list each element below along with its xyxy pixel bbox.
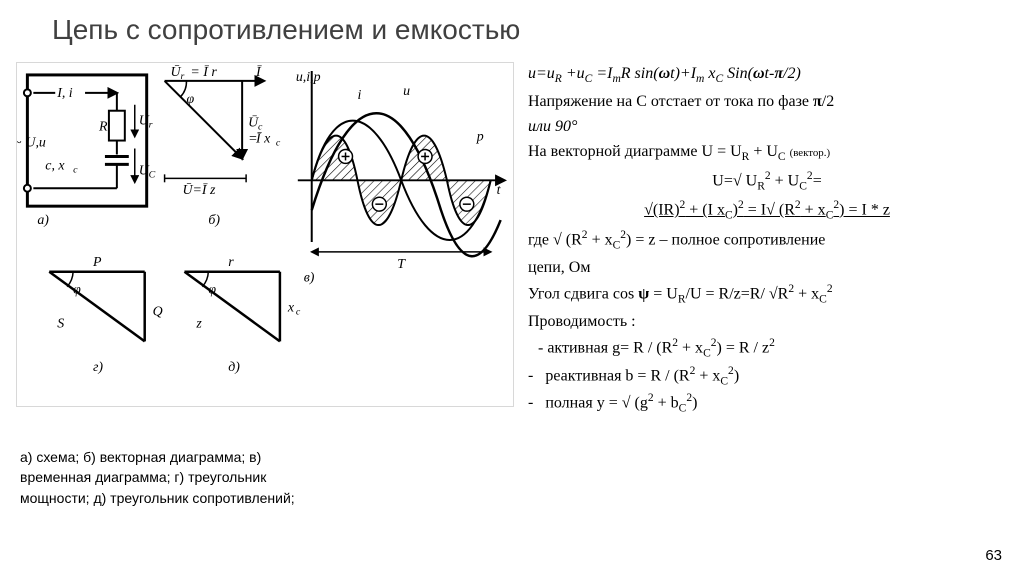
svg-text:Ī x: Ī x: [255, 131, 271, 147]
svg-text:z: z: [195, 316, 202, 331]
active-g: - активная g= R / (R2 + xC2) = R / z2: [528, 335, 1006, 362]
svg-text:в): в): [304, 271, 315, 286]
subfig-g: φ P S Q г): [49, 255, 162, 375]
svg-text:r: r: [228, 255, 234, 270]
svg-text:c: c: [296, 307, 301, 318]
phase-lag-text: Напряжение на С отстает от тока по фазе …: [528, 90, 1006, 113]
svg-text:T: T: [397, 257, 406, 272]
svg-text:а): а): [37, 213, 49, 228]
eq-u-magnitude: U=√ UR2 + UC2=: [528, 168, 1006, 195]
svg-text:i: i: [357, 88, 361, 103]
svg-text:φ: φ: [208, 283, 216, 298]
subfig-b: Ūr = Ī r Ī φ Ūc = Ī xc Ū=Ī z б): [165, 64, 281, 228]
slide-title: Цепь с сопротивлением и емкостью: [52, 14, 520, 46]
svg-text:c: c: [276, 138, 281, 149]
subfig-d: φ r z xc д): [184, 255, 300, 375]
svg-text:R: R: [98, 120, 108, 135]
eq-u-expanded: √(IR)2 + (I xC)2 = I√ (R2 + xC2) = I * z: [528, 197, 1006, 224]
svg-text:г): г): [93, 360, 103, 375]
vector-diagram-line: На векторной диаграмме U = UR + UC (вект…: [528, 140, 1006, 166]
svg-text:~: ~: [17, 136, 22, 151]
subfig-a: I, i R Ur UC ~ U,u c, xc а): [17, 75, 156, 228]
svg-text:r: r: [180, 71, 184, 82]
svg-text:u: u: [403, 84, 410, 99]
ninety-deg: или 90°: [528, 115, 1006, 138]
svg-text:u,i,p: u,i,p: [296, 70, 321, 85]
caption-line1: а) схема; б) векторная диаграмма; в): [20, 449, 261, 465]
z-definition: где √ (R2 + xC2) = z – полное сопротивле…: [528, 227, 1006, 254]
svg-text:S: S: [57, 316, 64, 331]
diagram-figure: I, i R Ur UC ~ U,u c, xc а) Ūr = Ī r Ī: [16, 62, 514, 407]
cos-psi: Угол сдвига cos ψ = UR/U = R/z=R/ √R2 + …: [528, 281, 1006, 308]
conductance-heading: Проводимость :: [528, 310, 1006, 333]
svg-text:P: P: [92, 255, 102, 270]
figure-caption: а) схема; б) векторная диаграмма; в) вре…: [20, 447, 320, 508]
full-y: полная y = √ (g2 + bC2): [528, 390, 1006, 417]
reactive-b: реактивная b = R / (R2 + xC2): [528, 363, 1006, 390]
svg-text:r: r: [149, 120, 153, 131]
svg-text:= Ī r: = Ī r: [190, 64, 217, 80]
svg-text:C: C: [149, 169, 156, 180]
z-unit: цепи, Ом: [528, 256, 1006, 279]
svg-text:c: c: [73, 164, 78, 175]
caption-line3: мощности; д) треугольник сопротивлений;: [20, 490, 295, 506]
svg-text:φ: φ: [186, 92, 194, 107]
svg-text:д): д): [228, 360, 240, 375]
svg-text:Ī: Ī: [255, 64, 262, 80]
formula-column: u=uR +uC =ImR sin(ωt)+Im xC Sin(ωt-π/2) …: [528, 62, 1006, 417]
svg-text:c, x: c, x: [45, 158, 65, 173]
svg-text:t: t: [497, 183, 502, 198]
caption-line2: временная диаграмма; г) треугольник: [20, 469, 266, 485]
eq-u-sum: u=uR +uC =ImR sin(ωt)+Im xC Sin(ωt-π/2): [528, 62, 1006, 88]
svg-text:Ū=Ī z: Ū=Ī z: [182, 182, 216, 198]
svg-text:x: x: [287, 301, 295, 316]
page-number: 63: [985, 547, 1002, 564]
svg-text:I, i: I, i: [56, 86, 73, 101]
svg-text:Q: Q: [153, 305, 163, 320]
svg-text:φ: φ: [73, 283, 81, 298]
svg-text:p: p: [476, 130, 484, 145]
svg-text:б): б): [208, 213, 220, 228]
subfig-v: u,i,p t i u p T в): [296, 70, 505, 286]
svg-text:U,u: U,u: [25, 136, 46, 151]
